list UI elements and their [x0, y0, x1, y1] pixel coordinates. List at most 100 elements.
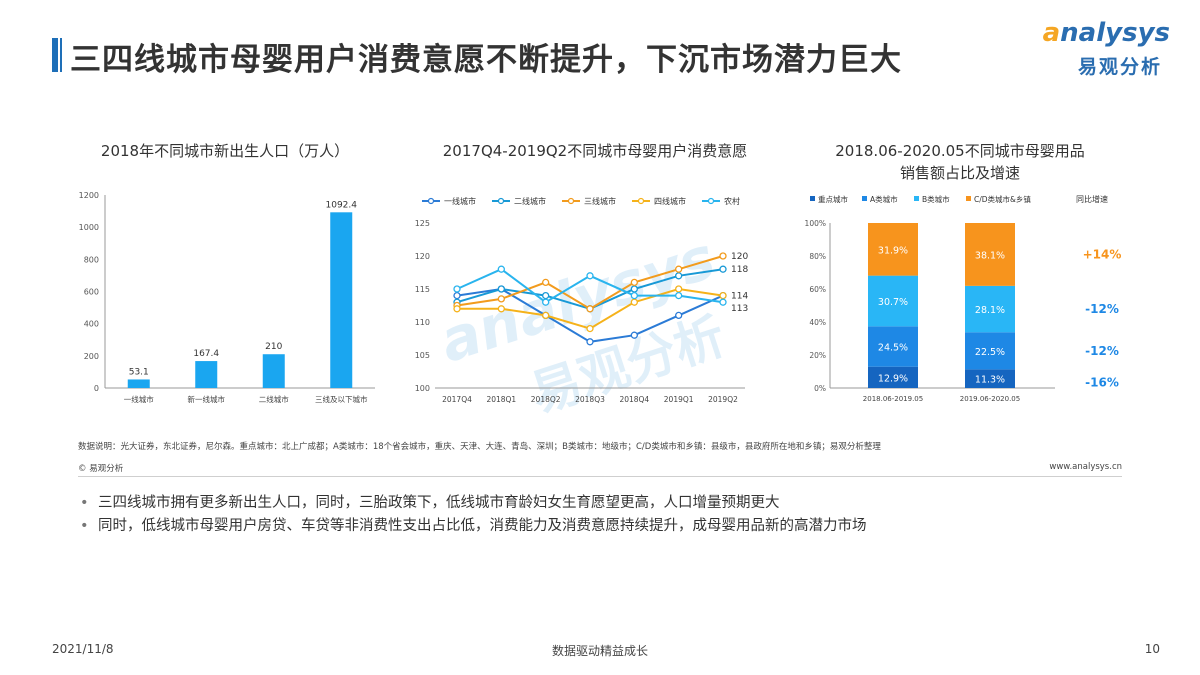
data-label: 22.5% — [975, 347, 1005, 358]
x-tick-label: 2018Q2 — [531, 395, 561, 404]
growth-label: -12% — [1085, 344, 1119, 358]
bar-segment — [868, 275, 918, 327]
legend-label: 农村 — [724, 196, 740, 206]
chart3-sales-share: 重点城市 A类城市 B类城市 C/D类城市&乡镇 同比增速 0% 20% 40% 60% 80% 1… — [805, 194, 1122, 403]
data-point — [453, 291, 461, 300]
watermark: analysys 易观分析 — [432, 223, 732, 420]
x-tick-label: 2018Q3 — [575, 395, 605, 404]
data-label: 31.9% — [878, 245, 908, 256]
x-tick-label: 2018Q4 — [619, 395, 649, 404]
y-tick-label: 60% — [809, 285, 826, 294]
x-tick-label: 新一线城市 — [188, 394, 226, 404]
y-tick-label: 200 — [84, 352, 99, 361]
chart3-title-line1: 2018.06-2020.05不同城市母婴用品 — [835, 142, 1085, 160]
legend-item: 二线城市 — [492, 196, 546, 206]
data-label: 1092.4 — [326, 200, 358, 210]
legend-item: 一线城市 — [422, 196, 476, 206]
y-tick-label: 80% — [809, 252, 826, 261]
data-label: 28.1% — [975, 305, 1005, 316]
footer-date: 2021/11/8 — [52, 642, 114, 656]
site-url[interactable]: www.analysys.cn — [1049, 462, 1122, 472]
data-point — [586, 305, 594, 313]
chart2-title: 2017Q4-2019Q2不同城市母婴用户消费意愿 — [442, 142, 748, 160]
y-tick-label: 110 — [415, 318, 430, 327]
data-point — [675, 291, 683, 300]
data-point — [675, 272, 683, 280]
y-tick-label: 600 — [84, 288, 99, 297]
page-title: 三四线城市母婴用户消费意愿不断提升，下沉市场潜力巨大 — [70, 42, 902, 78]
footer-slogan: 数据驱动精益成长 — [551, 644, 648, 658]
end-label: 118 — [731, 265, 748, 275]
data-label: 24.5% — [878, 343, 908, 354]
y-tick-label: 40% — [809, 318, 826, 327]
data-point — [542, 278, 550, 287]
x-tick-label: 2019.06-2020.05 — [960, 395, 1020, 403]
legend-swatch — [966, 196, 971, 201]
x-tick-label: 三线及以下城市 — [315, 394, 368, 404]
y-tick-label: 105 — [415, 351, 430, 360]
data-point — [675, 311, 683, 320]
legend-item: C/D类城市&乡镇 — [966, 194, 1031, 204]
data-point — [675, 265, 683, 273]
bullet-item: • 同时，低线城市母婴用户房贷、车贷等非消费性支出占比低，消费能力及消费意愿持续提… — [80, 518, 867, 534]
y-tick-label: 125 — [415, 219, 430, 228]
title-accent-bar-thin — [60, 38, 62, 72]
legend-item: 四线城市 — [632, 196, 686, 206]
data-point — [719, 291, 727, 300]
source-copyright: © 易观分析 — [78, 464, 124, 474]
x-tick-label: 2019Q1 — [664, 395, 694, 404]
data-point — [542, 311, 550, 320]
y-tick-label: 1000 — [79, 223, 99, 232]
data-label: 53.1 — [129, 367, 149, 377]
chart3-title-line2: 销售额占比及增速 — [899, 164, 1020, 182]
y-tick-label: 115 — [415, 285, 430, 294]
legend-swatch — [810, 196, 815, 201]
y-tick-label: 0% — [814, 384, 826, 393]
y-tick-label: 800 — [84, 255, 99, 264]
legend-swatch — [862, 196, 867, 201]
chart3-title: 2018.06-2020.05不同城市母婴用品 销售额占比及增速 — [800, 140, 1120, 184]
data-point — [630, 331, 638, 339]
legend-item: 重点城市 — [810, 194, 848, 204]
y-tick-label: 0 — [94, 384, 99, 393]
end-label: 113 — [731, 304, 748, 314]
legend-item: 三线城市 — [562, 196, 616, 206]
logo-chinese: 易观分析 — [1077, 56, 1162, 78]
data-label: 38.1% — [975, 250, 1005, 261]
title-accent-bar — [52, 38, 58, 72]
legend-label: 三线城市 — [584, 196, 616, 206]
growth-header: 同比增速 — [1076, 194, 1108, 204]
legend-marker — [707, 197, 715, 205]
y-tick-label: 400 — [84, 320, 99, 329]
end-label: 114 — [731, 292, 748, 302]
bar-segment — [868, 223, 918, 276]
legend-marker — [497, 197, 505, 205]
x-tick-label: 2018Q1 — [486, 395, 516, 404]
data-point — [453, 305, 461, 313]
data-label: 210 — [265, 342, 282, 352]
data-point — [453, 285, 461, 293]
bar-segment — [965, 223, 1015, 286]
bar-segment — [868, 326, 918, 367]
legend-marker — [427, 197, 435, 205]
data-point — [586, 272, 594, 280]
end-label: 120 — [731, 252, 748, 262]
data-point — [630, 285, 638, 293]
y-tick-label: 120 — [415, 252, 430, 261]
data-label: 30.7% — [878, 297, 908, 308]
bar — [127, 379, 150, 388]
x-tick-label: 2019Q2 — [708, 395, 738, 404]
y-tick-label: 100 — [415, 384, 430, 393]
legend-item: A类城市 — [862, 194, 898, 204]
bullet-list: • 三四线城市拥有更多新出生人口，同时，三胎政策下，低线城市育龄妇女生育愿望更高，… — [80, 492, 867, 538]
bar — [330, 212, 353, 388]
x-tick-label: 2017Q4 — [442, 395, 472, 404]
y-tick-label: 20% — [809, 351, 826, 360]
legend-label: 一线城市 — [444, 196, 476, 206]
data-point — [719, 265, 727, 273]
growth-label: -16% — [1085, 376, 1119, 390]
y-tick-label: 1200 — [79, 191, 99, 200]
legend-label: C/D类城市&乡镇 — [974, 194, 1031, 204]
legend-label: 二线城市 — [514, 196, 546, 206]
data-point — [542, 298, 550, 306]
